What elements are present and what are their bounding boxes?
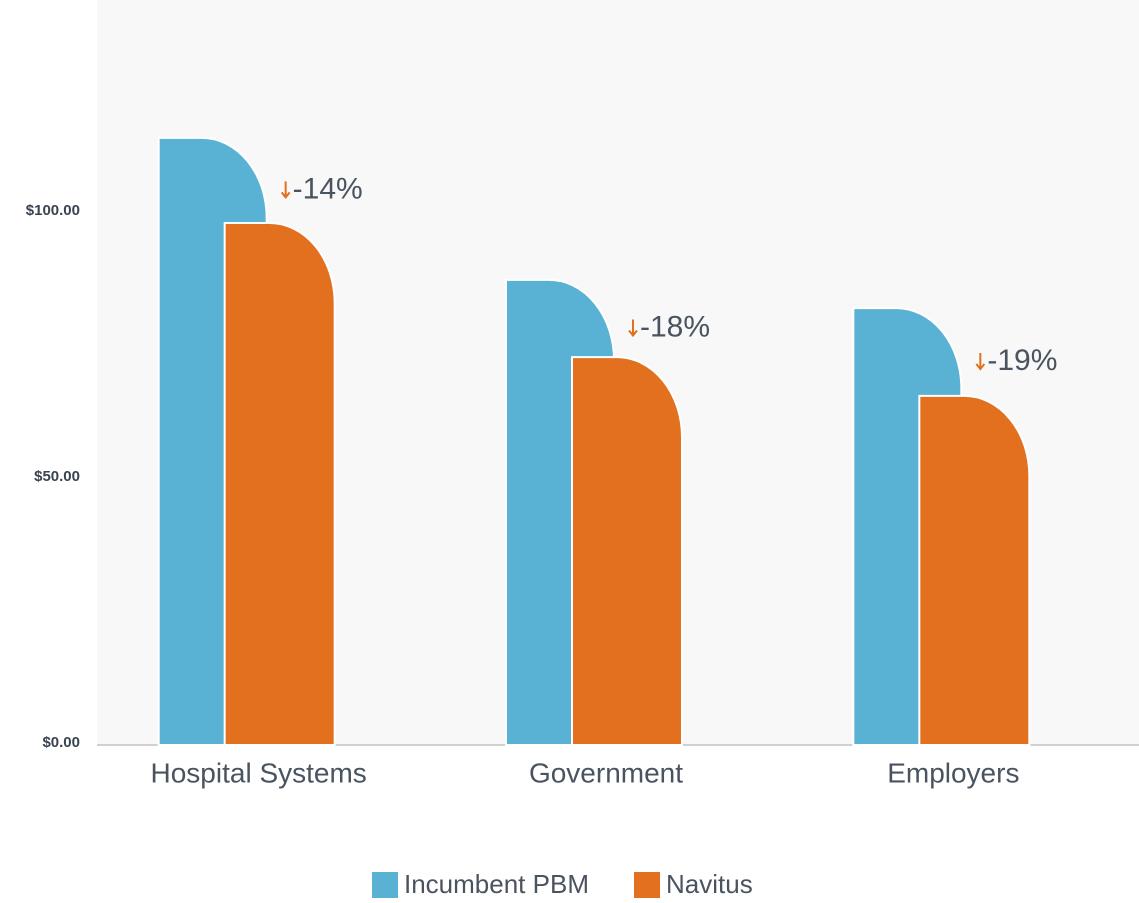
change-annotation: -19% <box>987 344 1057 377</box>
legend-swatch <box>634 872 660 898</box>
x-tick-label: Government <box>529 757 683 788</box>
arrow-icon <box>628 319 638 338</box>
legend-swatch <box>372 872 398 898</box>
y-tick-label: $50.00 <box>34 468 80 485</box>
bar <box>918 394 1031 746</box>
arrow-icon <box>280 181 291 199</box>
bar <box>223 221 336 746</box>
bar <box>571 356 683 746</box>
legend-label: Incumbent PBM <box>404 869 589 899</box>
change-annotation: -18% <box>640 310 710 343</box>
arrow-icon <box>975 353 986 371</box>
legend-label: Navitus <box>666 869 753 899</box>
y-tick-label: $0.00 <box>42 734 80 751</box>
y-tick-label: $100.00 <box>26 202 80 219</box>
change-annotation: -14% <box>293 172 363 205</box>
x-tick-label: Hospital Systems <box>151 757 367 788</box>
x-tick-label: Employers <box>887 757 1019 788</box>
